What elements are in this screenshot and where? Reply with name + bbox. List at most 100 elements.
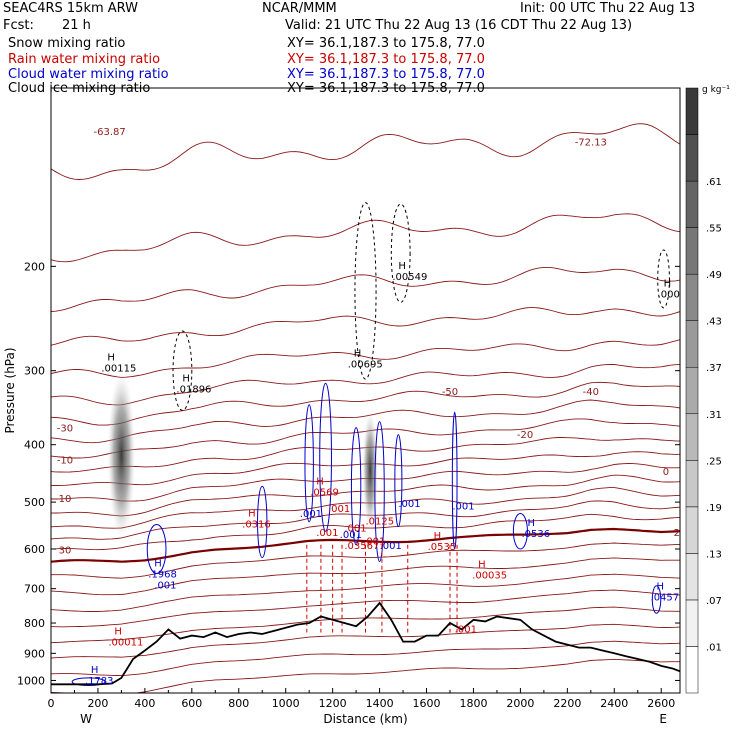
snow-contour	[390, 203, 411, 303]
isotherm-line	[51, 339, 680, 378]
isotherm-line	[51, 381, 680, 426]
max-h-label: H	[91, 665, 99, 676]
colorbar-label: .49	[706, 270, 722, 281]
max-h-label: H	[107, 353, 115, 364]
field-xy-rain: XY= 36.1,187.3 to 175.8, 77.0	[287, 52, 485, 67]
colorbar-label: .31	[706, 410, 722, 421]
cloud-water-contour-label: .001	[154, 581, 176, 592]
isotherm-label: 20	[674, 528, 687, 539]
x-tick-label: 1400	[366, 697, 394, 710]
zero-degree-isotherm	[51, 527, 680, 563]
colorbar-label: .61	[706, 177, 722, 188]
field-xy-snow: XY= 36.1,187.3 to 175.8, 77.0	[287, 36, 485, 51]
colorbar-label: .07	[706, 596, 722, 607]
max-h-label: H	[478, 559, 486, 570]
east-label: E	[659, 712, 667, 726]
max-value-label: .1783	[85, 676, 114, 687]
colorbar-swatch	[685, 134, 699, 182]
colorbar-swatch	[685, 460, 699, 508]
max-value-label: .00695	[348, 359, 383, 370]
max-h-label: H	[182, 373, 190, 384]
colorbar-label: .19	[706, 503, 722, 514]
max-value-label: .00115	[101, 364, 136, 375]
cloud-water-contour	[394, 434, 403, 528]
snow-contour	[172, 330, 193, 411]
colorbar-label: .13	[706, 549, 722, 560]
x-tick-label: 600	[181, 697, 202, 710]
y-tick-label: 600	[24, 543, 45, 556]
isotherm-label: 30	[59, 545, 72, 556]
x-tick-label: 0	[48, 697, 55, 710]
model-title: SEAC4RS 15km ARW	[3, 1, 139, 16]
fcst-value: 21 h	[62, 18, 91, 33]
colorbar-swatch	[685, 366, 699, 415]
x-tick-label: 1200	[319, 697, 347, 710]
colorbar-swatch	[685, 506, 699, 554]
y-axis-label: Pressure (hPa)	[3, 347, 17, 433]
colorbar-unit: g kg⁻¹	[702, 85, 730, 95]
cloud-water-contour	[451, 411, 458, 550]
isotherm-label: -20	[517, 430, 533, 441]
isotherm-label: 0	[663, 467, 669, 478]
max-value-label: .0536	[521, 529, 550, 540]
rain-contour-label: .001	[344, 523, 366, 534]
y-tick-label: 900	[24, 647, 45, 660]
cloud-water-contour-label: .001	[340, 530, 362, 541]
x-tick-label: 2200	[553, 697, 581, 710]
max-value-label: .0316	[242, 520, 271, 531]
isotherm-label: 10	[59, 494, 72, 505]
cloud-water-contour-label: .001	[300, 509, 322, 520]
west-label: W	[80, 712, 92, 726]
cloud-water-contour-label: .001	[398, 499, 420, 510]
rain-contour-label: .0125	[366, 516, 395, 527]
isotherm-label: -63.87	[94, 127, 126, 138]
cloud-water-contour-label: .001	[380, 541, 402, 552]
cloud-water-contour	[319, 382, 332, 532]
colorbar-swatch	[685, 273, 699, 321]
colorbar-label: .55	[706, 224, 722, 235]
plot-frame	[50, 87, 681, 694]
colorbar-swatch	[685, 599, 699, 647]
rain-contour-label: .03567	[344, 541, 379, 552]
colorbar-swatch	[685, 413, 699, 461]
colorbar-swatch	[685, 87, 699, 135]
x-tick-label: 2400	[600, 697, 628, 710]
y-tick-label: 500	[24, 496, 45, 509]
snow-contour	[657, 249, 670, 309]
cloud-ice-shading	[362, 410, 379, 532]
y-tick-label: 200	[24, 260, 45, 273]
rain-contour-label: .001	[363, 537, 385, 548]
isotherm-line	[51, 513, 680, 551]
snow-contour	[354, 202, 377, 380]
isotherm-label: -72.13	[575, 137, 607, 148]
max-value-label: .00029	[658, 290, 693, 301]
y-tick-label: 800	[24, 617, 45, 630]
max-h-label: H	[248, 509, 256, 520]
cloud-water-contour	[512, 513, 528, 550]
field-name-cloudwater: Cloud water mixing ratio	[8, 67, 169, 82]
max-h-label: H	[316, 476, 324, 487]
y-tick-label: 700	[24, 583, 45, 596]
fcst-label: Fcst:	[3, 18, 34, 33]
x-axis-label: Distance (km)	[323, 712, 407, 726]
isotherm-line	[51, 623, 680, 659]
max-value-label: .00549	[392, 272, 427, 283]
rain-contour-label: .001	[316, 528, 338, 539]
colorbar-swatch	[685, 646, 699, 694]
isotherm-line	[51, 213, 680, 263]
colorbar-label: .01	[706, 642, 722, 653]
y-tick-label: 300	[24, 365, 45, 378]
field-name-snow: Snow mixing ratio	[8, 36, 126, 51]
colorbar-swatch	[685, 320, 699, 368]
colorbar-swatch	[685, 553, 699, 601]
colorbar-swatch	[685, 227, 699, 275]
cloud-water-contour	[146, 523, 167, 575]
y-tick-label: 400	[24, 439, 45, 452]
isotherm-line	[51, 363, 680, 406]
field-xy-cloudwater: XY= 36.1,187.3 to 175.8, 77.0	[287, 67, 485, 82]
max-h-label: H	[154, 559, 162, 570]
max-h-label: H	[398, 261, 406, 272]
x-tick-label: 1600	[413, 697, 441, 710]
isotherm-line	[51, 399, 680, 444]
